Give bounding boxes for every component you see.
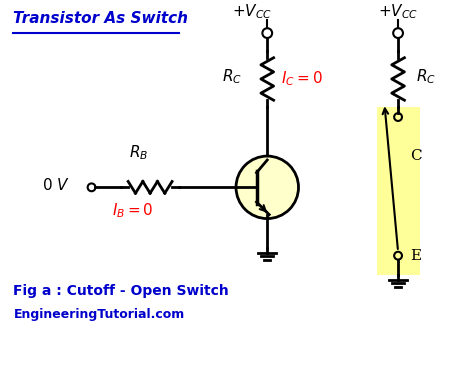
- Text: C: C: [410, 149, 421, 163]
- Text: $I_C = 0$: $I_C = 0$: [281, 70, 323, 88]
- Text: E: E: [410, 249, 421, 263]
- Text: Transistor As Switch: Transistor As Switch: [13, 11, 189, 26]
- Text: EngineeringTutorial.com: EngineeringTutorial.com: [13, 308, 185, 321]
- Text: $I_B = 0$: $I_B = 0$: [112, 201, 154, 220]
- Bar: [377, 107, 419, 275]
- Text: $R_B$: $R_B$: [129, 143, 148, 162]
- Text: $R_C$: $R_C$: [222, 68, 242, 87]
- Circle shape: [236, 156, 299, 219]
- Text: $+V_{CC}$: $+V_{CC}$: [378, 3, 418, 22]
- Text: Fig a : Cutoff - Open Switch: Fig a : Cutoff - Open Switch: [13, 284, 229, 298]
- Text: $+V_{CC}$: $+V_{CC}$: [232, 3, 272, 22]
- Text: $0\ V$: $0\ V$: [42, 177, 70, 193]
- Text: $R_C$: $R_C$: [416, 68, 436, 87]
